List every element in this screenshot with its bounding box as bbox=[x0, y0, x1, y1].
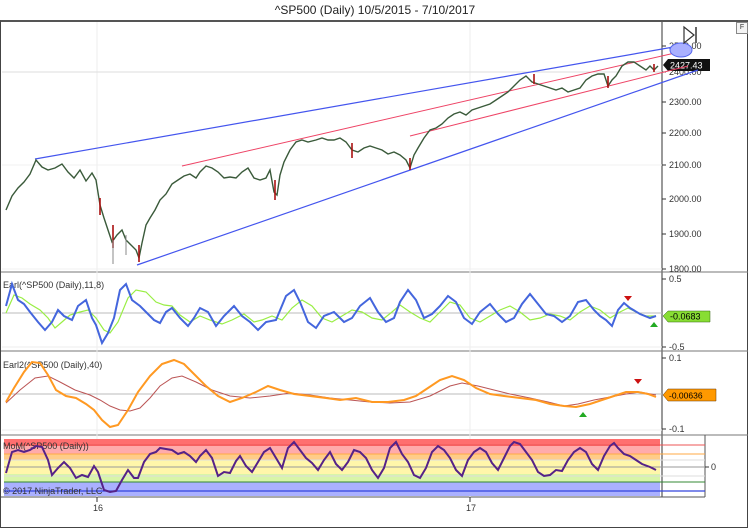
ellipse-annotation bbox=[669, 42, 693, 58]
x-axis: 16 17 bbox=[93, 497, 476, 513]
svg-text:Earl(^SP500 (Daily),11,8): Earl(^SP500 (Daily),11,8) bbox=[3, 280, 104, 290]
mom-panel: 0 MoM(^SP500 (Daily)) © 2017 NinjaTrader… bbox=[3, 439, 716, 496]
svg-text:2100.00: 2100.00 bbox=[669, 160, 702, 170]
trendlines bbox=[34, 25, 699, 266]
chart-title: ^SP500 (Daily) 10/5/2015 - 7/10/2017 bbox=[274, 3, 476, 17]
svg-text:MoM(^SP500 (Daily)): MoM(^SP500 (Daily)) bbox=[3, 441, 89, 451]
svg-text:-0.0683: -0.0683 bbox=[670, 312, 701, 322]
svg-text:0: 0 bbox=[711, 462, 716, 472]
float-button[interactable]: F bbox=[736, 22, 748, 34]
price-series bbox=[5, 61, 659, 264]
svg-text:16: 16 bbox=[93, 503, 103, 513]
chart-frame bbox=[0, 20, 748, 528]
lower-wedge-line bbox=[136, 69, 699, 266]
buy-signal-icon bbox=[650, 322, 658, 327]
svg-text:1900.00: 1900.00 bbox=[669, 229, 702, 239]
earl2-panel: Earl2(^SP500 (Daily),40) 0.1 -0.1 -0.006… bbox=[2, 353, 717, 434]
svg-text:2400.00: 2400.00 bbox=[669, 67, 702, 77]
svg-text:0.5: 0.5 bbox=[669, 274, 682, 284]
svg-text:1800.00: 1800.00 bbox=[669, 264, 702, 274]
svg-text:Earl2(^SP500 (Daily),40): Earl2(^SP500 (Daily),40) bbox=[3, 360, 102, 370]
earl1-panel: Earl(^SP500 (Daily),11,8) 0.5 -0.5 -0.06… bbox=[2, 274, 711, 352]
upper-channel-line bbox=[181, 49, 689, 167]
svg-text:© 2017 NinjaTrader, LLC: © 2017 NinjaTrader, LLC bbox=[3, 486, 103, 496]
upper-wedge-line bbox=[34, 44, 686, 160]
sell-signal-icon bbox=[624, 296, 632, 301]
sell-signal-icon bbox=[634, 379, 642, 384]
last-price-marker: 2427.43 bbox=[663, 59, 710, 71]
price-grid bbox=[2, 71, 662, 270]
svg-text:-0.1: -0.1 bbox=[669, 424, 685, 434]
lower-channel-line bbox=[409, 65, 689, 137]
buy-signal-icon bbox=[579, 412, 587, 417]
svg-text:-0.00636: -0.00636 bbox=[669, 391, 703, 401]
svg-text:2300.00: 2300.00 bbox=[669, 97, 702, 107]
svg-text:2000.00: 2000.00 bbox=[669, 194, 702, 204]
svg-text:2427.43: 2427.43 bbox=[670, 61, 703, 71]
svg-text:17: 17 bbox=[466, 503, 476, 513]
svg-text:0.1: 0.1 bbox=[669, 353, 682, 363]
svg-text:2200.00: 2200.00 bbox=[669, 128, 702, 138]
svg-text:-0.5: -0.5 bbox=[669, 342, 685, 352]
scroll-to-end-icon[interactable] bbox=[683, 25, 697, 45]
